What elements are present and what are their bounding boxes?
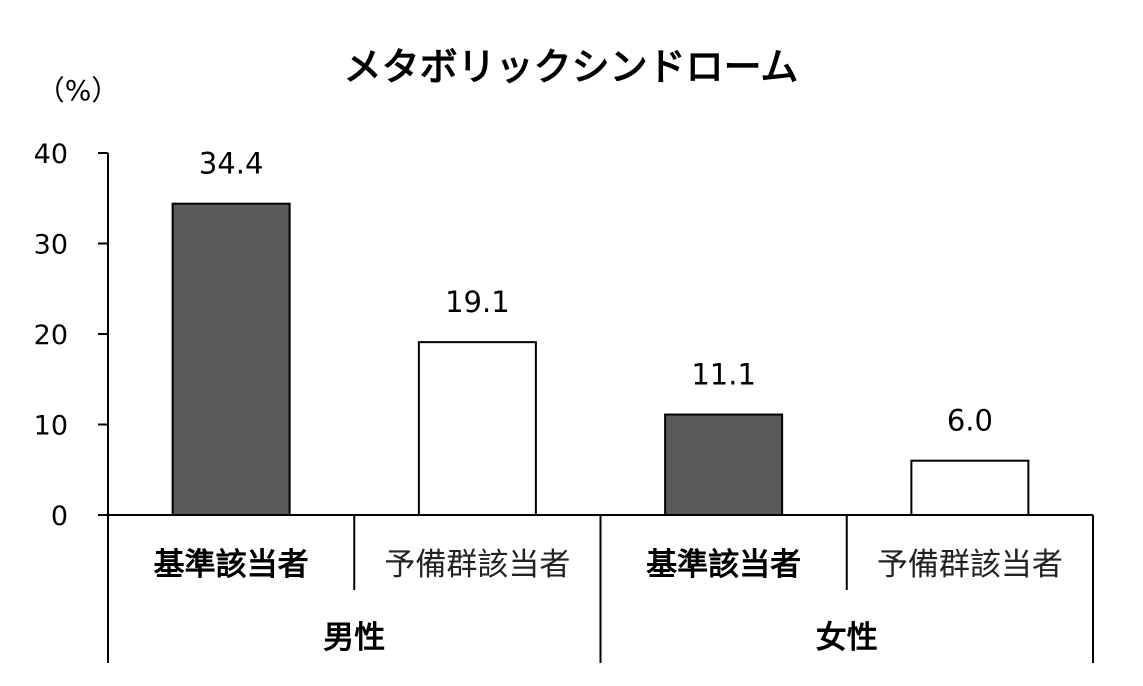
y-tick-label: 30 bbox=[34, 230, 68, 261]
category-label: 予備群該当者 bbox=[877, 547, 1063, 583]
bar bbox=[664, 413, 784, 517]
y-tick-label: 0 bbox=[51, 501, 68, 532]
category-label: 基準該当者 bbox=[154, 547, 309, 583]
data-label: 34.4 bbox=[199, 147, 264, 181]
data-label: 19.1 bbox=[445, 285, 510, 319]
bar bbox=[417, 341, 537, 516]
y-tick-label: 40 bbox=[34, 139, 68, 170]
y-tick-label: 20 bbox=[34, 320, 68, 351]
data-label: 6.0 bbox=[947, 404, 993, 438]
y-axis-unit-label: （%） bbox=[37, 74, 120, 107]
bar bbox=[910, 459, 1030, 517]
group-label: 男性 bbox=[323, 620, 385, 656]
data-label: 11.1 bbox=[691, 358, 756, 392]
y-tick-label: 10 bbox=[34, 411, 68, 442]
y-axis: 0 10 20 30 40 bbox=[34, 139, 109, 532]
category-label: 予備群該当者 bbox=[384, 547, 570, 583]
chart-title: メタボリックシンドローム bbox=[344, 45, 799, 89]
bar bbox=[171, 202, 291, 516]
bars: 34.4 19.1 11.1 6.0 bbox=[171, 147, 1030, 517]
group-label: 女性 bbox=[816, 620, 878, 656]
category-label: 基準該当者 bbox=[646, 547, 801, 583]
